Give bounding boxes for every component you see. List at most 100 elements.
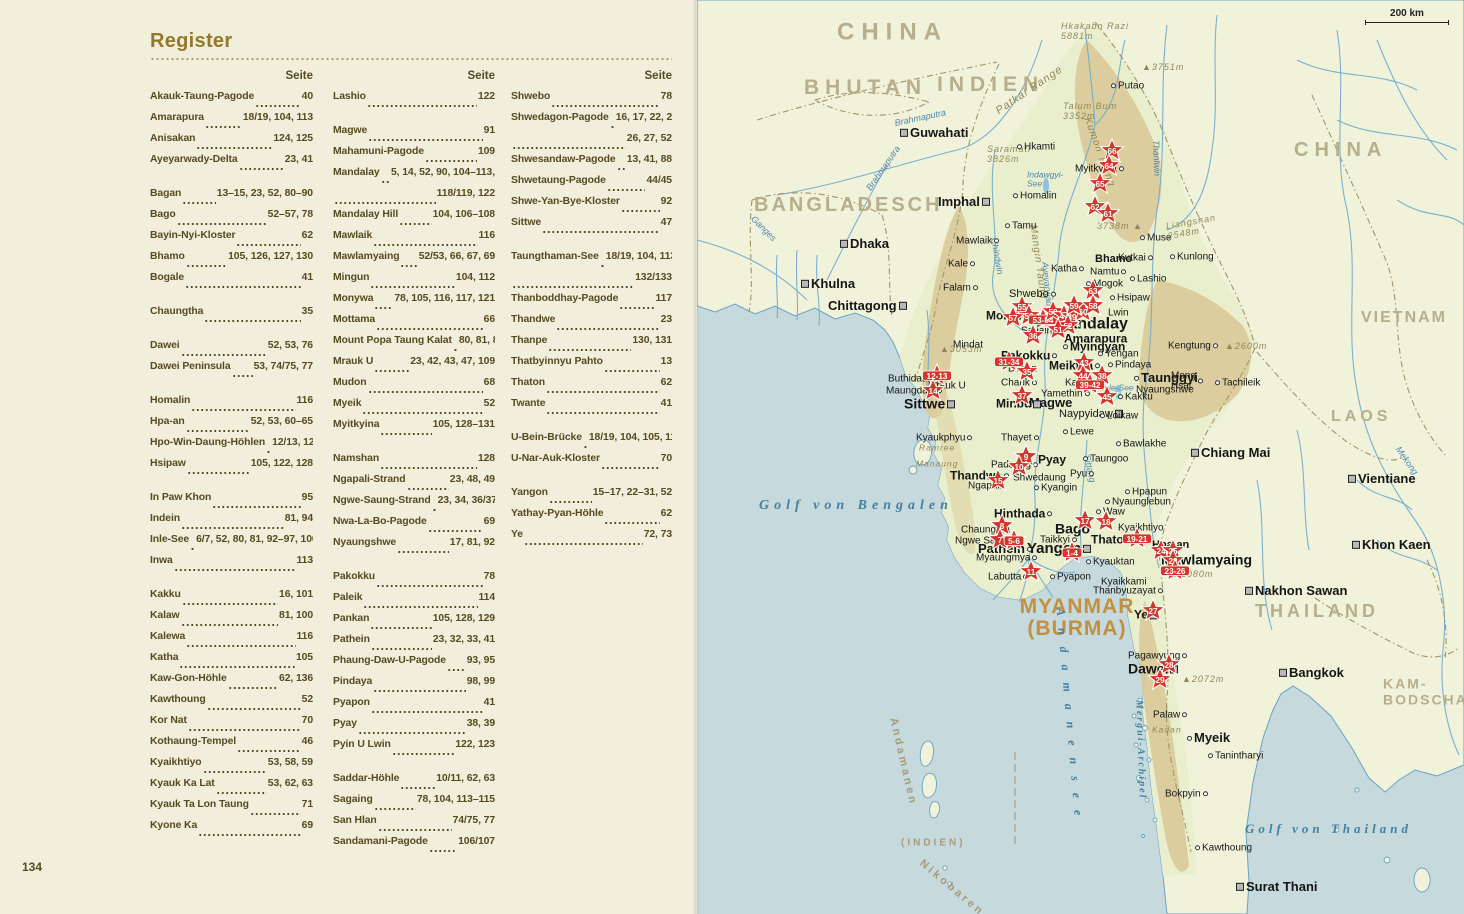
map-place-label: Kunlong [1177, 251, 1214, 263]
register-entry: Kyauk Ta Lon Taung 71 [150, 799, 313, 820]
register-group-gap [333, 558, 495, 571]
register-entry-pages: 52/53, 66, 67, 69 [418, 251, 495, 262]
register-entry: U-Nar-Auk-Kloster 70 [511, 453, 672, 474]
register-entry: Thanpe 130, 131 [511, 335, 672, 356]
register-entry-pages: 6/7, 52, 80, 81, 92–97, 100 [196, 534, 313, 545]
map-place-label: Sagaing [1021, 325, 1058, 337]
leader-dots [546, 390, 660, 394]
register-entry: Inwa 113 [150, 555, 313, 576]
map-place: Guwahati [900, 126, 969, 139]
register-entry-pages: 66 [483, 314, 495, 325]
leader-dots [603, 369, 660, 373]
map-country-label: KAM- BODSCHA [1383, 675, 1464, 707]
map-range-label: ▲3053m [940, 344, 983, 355]
map-place-label: Yengan [1105, 348, 1139, 360]
map-star-marker: 61 [1095, 200, 1121, 232]
map-place-label: Waw [1103, 506, 1125, 518]
map-scale-bar: 200 km [1365, 8, 1449, 25]
map-place: Myaungmya [976, 553, 1038, 563]
register-entry-name: Hpa-an [150, 416, 185, 427]
map-place: Mong Hsat [1171, 371, 1204, 391]
leader-dots [204, 125, 242, 129]
map-place: Taikkyi [1040, 535, 1078, 545]
register-entry-pages: 62 [660, 508, 672, 519]
register-entry-pages: 106/107 [458, 836, 495, 847]
map-town-marker [1116, 441, 1121, 447]
map-place-label: Naypyidaw [1059, 407, 1113, 420]
map-place: Thayet [1001, 433, 1039, 443]
leader-dots [186, 471, 250, 475]
column-header-seite: Seite [644, 70, 673, 82]
leader-dots [186, 644, 296, 648]
register-entry-name: Myitkyina [333, 419, 380, 430]
map-place: Myeik [1187, 731, 1230, 744]
map-town-marker [1105, 499, 1110, 505]
map-town-marker [1096, 509, 1101, 515]
map-city-marker [1348, 475, 1356, 483]
register-entry-pages: 105, 128–131 [432, 419, 495, 430]
leader-dots [609, 125, 615, 129]
register-entry: Thandwe 23 [511, 314, 672, 335]
register-entry-name: Bayin-Nyi-Kloster [150, 230, 236, 241]
register-entry: Ayeyarwady-Delta 23, 41 [150, 154, 313, 175]
page-number: 134 [22, 860, 43, 874]
register-entry-name: San Hlan [333, 815, 377, 826]
svg-text:15: 15 [993, 477, 1003, 486]
leader-dots [427, 529, 483, 533]
title-divider-dots [150, 57, 672, 61]
register-entry: Kor Nat 70 [150, 715, 313, 736]
map-city-marker [1352, 541, 1360, 549]
leader-dots [367, 390, 483, 394]
register-entry: Homalin 116 [150, 395, 313, 416]
register-entry: Bayin-Nyi-Kloster 62 [150, 230, 313, 251]
register-entry: 26, 27, 52 [511, 133, 672, 154]
svg-text:22: 22 [1168, 557, 1178, 566]
map-star-marker: 27 [1140, 597, 1166, 629]
register-entry: Mrauk U 23, 42, 43, 47, 109 [333, 356, 495, 377]
map-place: Namtu [1090, 266, 1127, 278]
svg-text:45: 45 [1102, 393, 1112, 402]
map-place-label: Namtu [1090, 266, 1120, 278]
register-entry-pages: 93, 95 [466, 655, 495, 666]
register-entry-name: Shwebo [511, 91, 551, 102]
map-place: Kale [948, 259, 976, 269]
register-entry: Sittwe 47 [511, 217, 672, 238]
register-entry: Pathein 23, 32, 33, 41 [333, 634, 495, 655]
register-entry: Pyin U Lwin 122, 123 [333, 739, 495, 760]
register-entry: Myeik 52 [333, 398, 495, 419]
register-entry: Kyaikhtiyo 53, 58, 59 [150, 757, 313, 778]
leader-dots [176, 222, 267, 226]
register-entry-name: Kyaikhtiyo [150, 757, 202, 768]
register-entry-pages: 23, 42, 43, 47, 109 [410, 356, 495, 367]
register-entry-name: Nwa-La-Bo-Pagode [333, 516, 427, 527]
register-entry: Hpo-Win-Daung-Höhlen 12/13, 120, 121 [150, 437, 313, 458]
svg-text:53-54: 53-54 [1033, 316, 1054, 325]
map-place: Kunlong [1170, 252, 1214, 262]
leader-dots [373, 807, 416, 811]
map-range-label: Hkakabo Razi 5881m [1061, 21, 1130, 41]
register-entry-name: Homalin [150, 395, 191, 406]
register-entry: Thatbyinnyu Pahto 13 [511, 356, 672, 377]
svg-text:66: 66 [1107, 147, 1117, 156]
map-place-label: Bhamo [1095, 252, 1133, 265]
map-town-marker [1130, 276, 1135, 282]
leader-dots [238, 167, 284, 171]
register-group-gap [150, 479, 313, 492]
leader-dots [606, 188, 646, 192]
register-entry: Twante 41 [511, 398, 672, 419]
register-entry-name: Amarapura [150, 112, 204, 123]
map-town-marker [1079, 266, 1085, 272]
map-star-marker: 1-4 [1058, 539, 1087, 571]
register-entry: Indein 81, 94 [150, 513, 313, 534]
map-town-marker [1083, 456, 1088, 462]
register-entry-pages: 104, 112 [455, 272, 495, 283]
register-entry: Thaton 62 [511, 377, 672, 398]
map-place: Tamu [1005, 221, 1036, 231]
map-town-marker [1063, 344, 1068, 350]
register-entry-pages: 92 [660, 196, 672, 207]
map-place-label: Thaton [1091, 532, 1131, 547]
map-range-label: ▲2600m [1225, 341, 1268, 352]
register-entry: Lashio 122 [333, 91, 495, 112]
map-place-label: Kakku [1125, 391, 1153, 403]
map-sea-label: Golf von Bengalen [759, 498, 953, 513]
